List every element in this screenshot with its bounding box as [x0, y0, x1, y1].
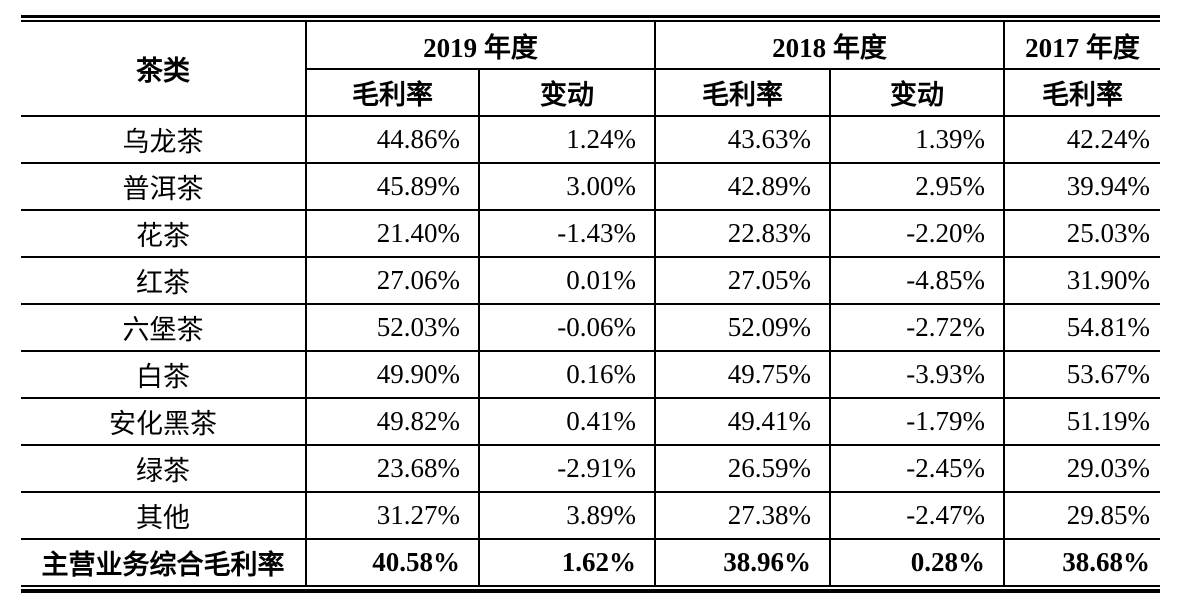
tea-category-cell: 安化黑茶	[21, 397, 307, 446]
table-row: 乌龙茶 44.86% 1.24% 43.63% 1.39% 42.24%	[21, 115, 1160, 164]
value-cell: -2.45%	[829, 444, 1005, 493]
value-cell: 51.19%	[1003, 397, 1160, 446]
value-cell: -4.85%	[829, 256, 1005, 305]
value-cell: 49.75%	[654, 350, 831, 399]
table-body: 乌龙茶 44.86% 1.24% 43.63% 1.39% 42.24% 普洱茶 45.89%…	[21, 115, 1160, 587]
value-cell: 45.89%	[305, 162, 480, 211]
top-thick-rule	[21, 15, 1160, 18]
value-cell: 0.01%	[478, 256, 656, 305]
value-cell: 29.03%	[1003, 444, 1160, 493]
value-cell: -2.91%	[478, 444, 656, 493]
top-rule-gap	[21, 18, 1160, 20]
value-cell: 38.68%	[1003, 538, 1160, 587]
bottom-rule-gap	[21, 587, 1160, 589]
gross-margin-by-tea-table: 茶类 2019 年度 2018 年度 2017 年度 毛利率 变动 毛利率 变动…	[21, 20, 1160, 587]
change-2019-header-cell: 变动	[478, 68, 656, 117]
value-cell: 3.00%	[478, 162, 656, 211]
tea-category-cell: 其他	[21, 491, 307, 540]
value-cell: 39.94%	[1003, 162, 1160, 211]
tea-category-cell: 红茶	[21, 256, 307, 305]
table-row: 花茶 21.40% -1.43% 22.83% -2.20% 25.03%	[21, 209, 1160, 258]
value-cell: 54.81%	[1003, 303, 1160, 352]
value-cell: 52.09%	[654, 303, 831, 352]
table-row: 绿茶 23.68% -2.91% 26.59% -2.45% 29.03%	[21, 444, 1160, 493]
margin-2019-header-cell: 毛利率	[306, 68, 480, 117]
table-row: 白茶 49.90% 0.16% 49.75% -3.93% 53.67%	[21, 350, 1160, 399]
value-cell: 38.96%	[654, 538, 831, 587]
value-cell: 40.58%	[305, 538, 480, 587]
table-row: 其他 31.27% 3.89% 27.38% -2.47% 29.85%	[21, 491, 1160, 540]
value-cell: 31.90%	[1003, 256, 1160, 305]
corner-header-cell: 茶类	[21, 20, 307, 117]
value-cell: 44.86%	[305, 115, 480, 164]
tea-category-cell: 花茶	[21, 209, 307, 258]
tea-category-cell: 乌龙茶	[21, 115, 307, 164]
table-header: 茶类 2019 年度 2018 年度 2017 年度 毛利率 变动 毛利率 变动…	[21, 20, 1160, 117]
value-cell: 27.06%	[305, 256, 480, 305]
value-cell: 2.95%	[829, 162, 1005, 211]
value-cell: 0.16%	[478, 350, 656, 399]
value-cell: 27.05%	[654, 256, 831, 305]
value-cell: -2.47%	[829, 491, 1005, 540]
value-cell: -1.43%	[478, 209, 656, 258]
value-cell: 27.38%	[654, 491, 831, 540]
value-cell: 3.89%	[478, 491, 656, 540]
value-cell: -0.06%	[478, 303, 656, 352]
table-row: 红茶 27.06% 0.01% 27.05% -4.85% 31.90%	[21, 256, 1160, 305]
value-cell: 43.63%	[654, 115, 831, 164]
margin-2018-header-cell: 毛利率	[654, 68, 831, 117]
value-cell: 22.83%	[654, 209, 831, 258]
value-cell: 1.62%	[478, 538, 656, 587]
table-row: 普洱茶 45.89% 3.00% 42.89% 2.95% 39.94%	[21, 162, 1160, 211]
tea-category-cell: 绿茶	[21, 444, 307, 493]
header-row-metrics: 毛利率 变动 毛利率 变动 毛利率	[21, 68, 1160, 117]
total-row-label-cell: 主营业务综合毛利率	[21, 538, 307, 587]
margin-2017-header-cell: 毛利率	[1003, 68, 1160, 117]
tea-category-cell: 白茶	[21, 350, 307, 399]
value-cell: 1.24%	[478, 115, 656, 164]
year-2019-header-cell: 2019 年度	[305, 20, 656, 70]
value-cell: 52.03%	[305, 303, 480, 352]
value-cell: -3.93%	[829, 350, 1005, 399]
table-row: 安化黑茶 49.82% 0.41% 49.41% -1.79% 51.19%	[21, 397, 1160, 446]
value-cell: 25.03%	[1003, 209, 1160, 258]
header-row-years: 茶类 2019 年度 2018 年度 2017 年度	[21, 20, 1160, 117]
value-cell: 26.59%	[654, 444, 831, 493]
value-cell: 49.82%	[305, 397, 480, 446]
change-2018-header-cell: 变动	[829, 68, 1005, 117]
gross-margin-table-zone: 茶类 2019 年度 2018 年度 2017 年度 毛利率 变动 毛利率 变动…	[21, 15, 1160, 593]
value-cell: 49.90%	[305, 350, 480, 399]
tea-category-cell: 六堡茶	[21, 303, 307, 352]
value-cell: 0.28%	[829, 538, 1005, 587]
year-2018-header-cell: 2018 年度	[654, 20, 1005, 70]
value-cell: 29.85%	[1003, 491, 1160, 540]
value-cell: -2.20%	[829, 209, 1005, 258]
total-row: 主营业务综合毛利率 40.58% 1.62% 38.96% 0.28% 38.68%	[21, 538, 1160, 587]
value-cell: 42.89%	[654, 162, 831, 211]
year-2017-header-cell: 2017 年度	[1003, 20, 1160, 70]
value-cell: 21.40%	[305, 209, 480, 258]
value-cell: 1.39%	[829, 115, 1005, 164]
value-cell: -1.79%	[829, 397, 1005, 446]
value-cell: 31.27%	[305, 491, 480, 540]
value-cell: 49.41%	[654, 397, 831, 446]
table-row: 六堡茶 52.03% -0.06% 52.09% -2.72% 54.81%	[21, 303, 1160, 352]
value-cell: 53.67%	[1003, 350, 1160, 399]
value-cell: 23.68%	[305, 444, 480, 493]
value-cell: 42.24%	[1003, 115, 1160, 164]
tea-category-cell: 普洱茶	[21, 162, 307, 211]
value-cell: -2.72%	[829, 303, 1005, 352]
bottom-thick-rule	[21, 589, 1160, 593]
value-cell: 0.41%	[478, 397, 656, 446]
